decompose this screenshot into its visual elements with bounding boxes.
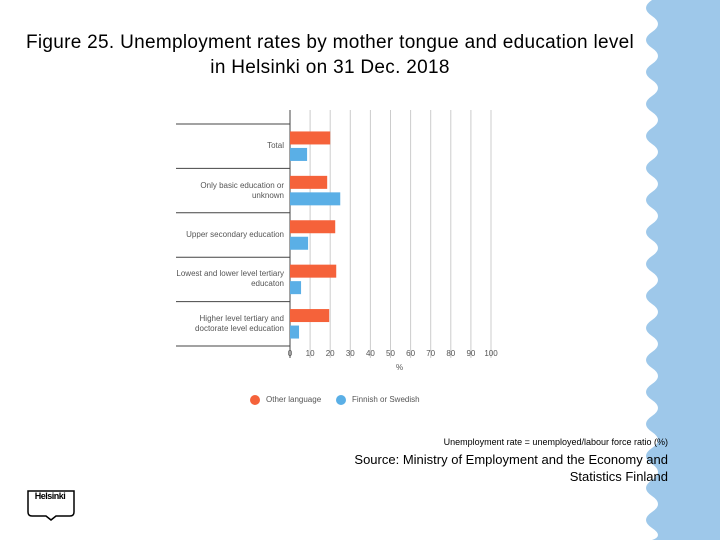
x-tick-label: 40 [366, 349, 375, 358]
bar [290, 325, 300, 339]
x-tick-label: 30 [346, 349, 355, 358]
logo-frame [27, 490, 75, 521]
y-tick-label: Higher level tertiary and doctorate leve… [195, 313, 284, 333]
bar [290, 236, 309, 250]
y-tick-label: Upper secondary education [186, 230, 284, 239]
decor-strip [646, 0, 720, 540]
footnote: Unemployment rate = unemployed/labour fo… [443, 437, 668, 447]
legend-label: Finnish or Swedish [352, 395, 420, 404]
x-tick-label: 90 [466, 349, 475, 358]
bar [290, 264, 337, 278]
y-tick-label: Lowest and lower level tertiary educaton [176, 269, 284, 289]
x-tick-label: 10 [306, 349, 315, 358]
x-tick-label: 100 [484, 349, 498, 358]
legend-swatch [250, 395, 260, 405]
x-tick-label: 0 [288, 349, 293, 358]
y-tick-label: Total [267, 141, 284, 151]
source: Source: Ministry of Employment and the E… [354, 452, 668, 484]
bar [290, 220, 336, 234]
bar [290, 131, 331, 145]
x-axis-label: % [396, 363, 403, 372]
x-tick-label: 70 [426, 349, 435, 358]
bar [290, 192, 341, 206]
bar [290, 175, 328, 189]
legend-label: Other language [266, 395, 322, 404]
x-tick-label: 20 [326, 349, 335, 358]
x-tick-label: 80 [446, 349, 455, 358]
chart-title: Figure 25. Unemployment rates by mother … [25, 32, 635, 78]
logo: Helsinki [34, 491, 66, 501]
bar [290, 147, 308, 161]
bar [290, 309, 330, 323]
y-tick-label: Only basic education or unknown [200, 180, 284, 200]
legend-swatch [336, 395, 346, 405]
bar [290, 281, 302, 295]
x-tick-label: 50 [386, 349, 395, 358]
x-tick-label: 60 [406, 349, 415, 358]
